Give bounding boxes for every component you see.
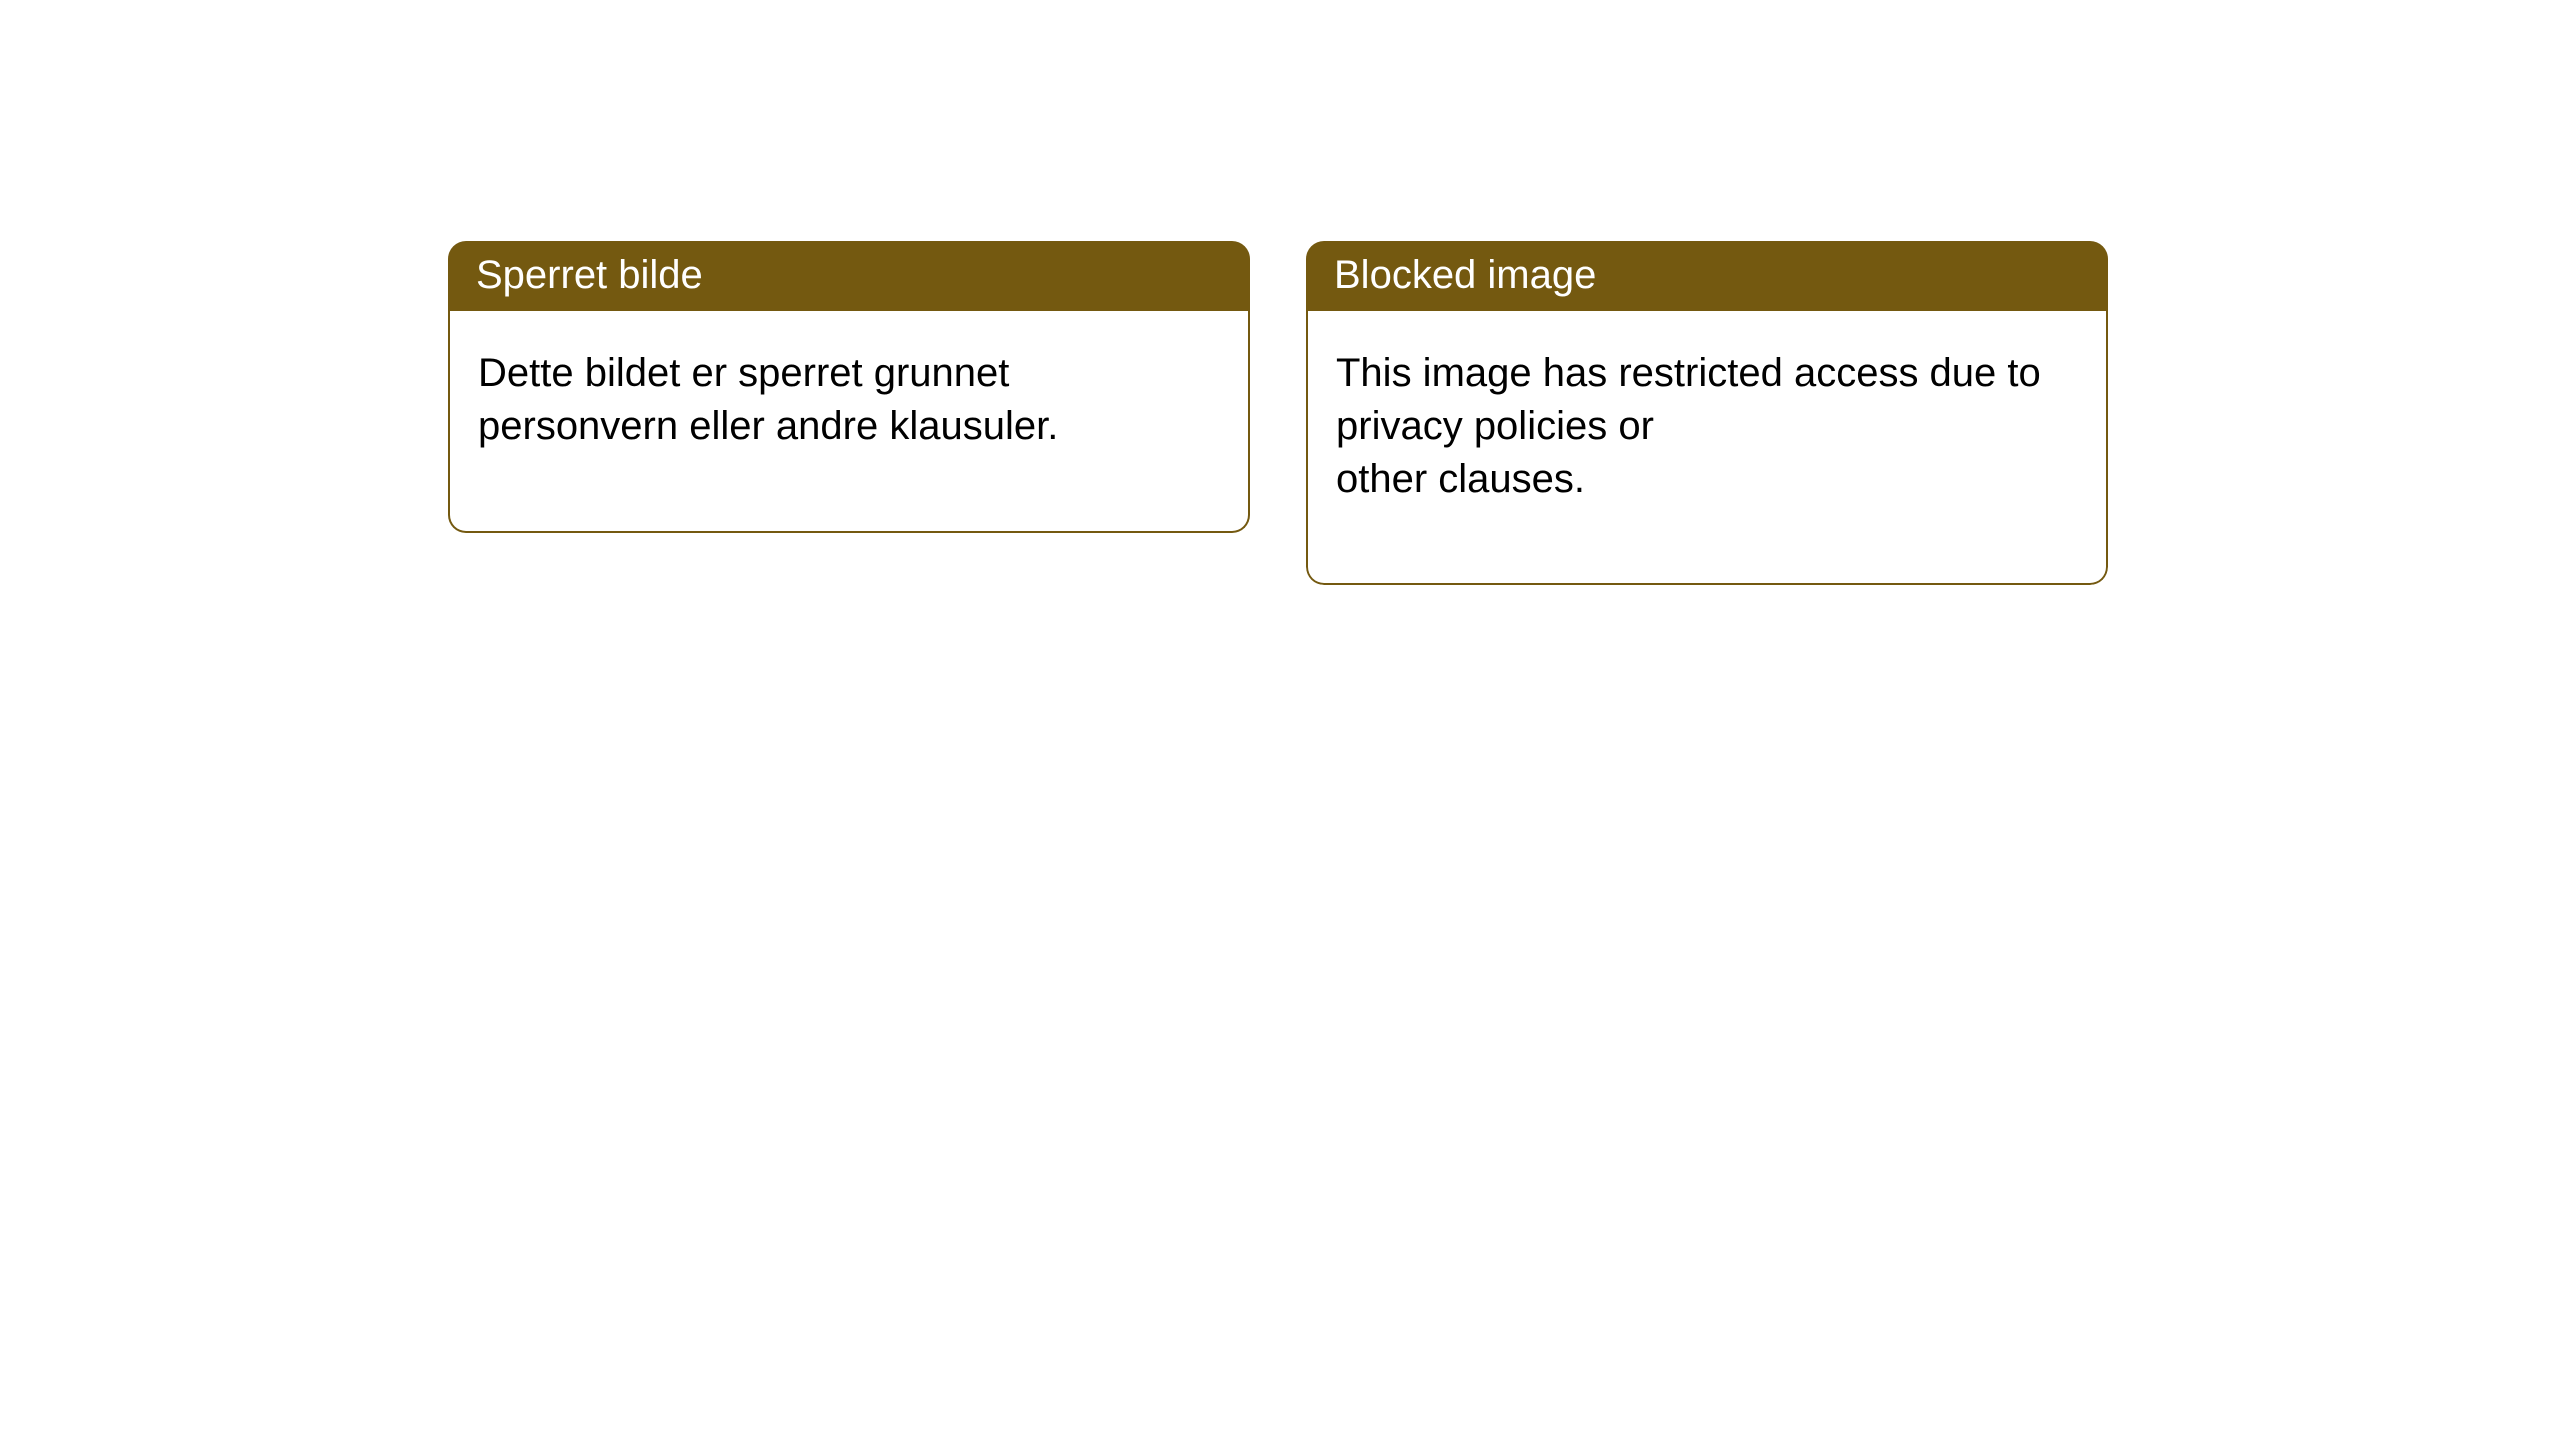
notice-card-no: Sperret bilde Dette bildet er sperret gr… bbox=[448, 241, 1250, 585]
notice-card-en: Blocked image This image has restricted … bbox=[1306, 241, 2108, 585]
notice-card-body: Dette bildet er sperret grunnet personve… bbox=[448, 311, 1250, 533]
notice-card-body: This image has restricted access due to … bbox=[1306, 311, 2108, 585]
notice-card-title: Blocked image bbox=[1306, 241, 2108, 311]
notice-card-title: Sperret bilde bbox=[448, 241, 1250, 311]
notice-cards-row: Sperret bilde Dette bildet er sperret gr… bbox=[0, 0, 2560, 585]
